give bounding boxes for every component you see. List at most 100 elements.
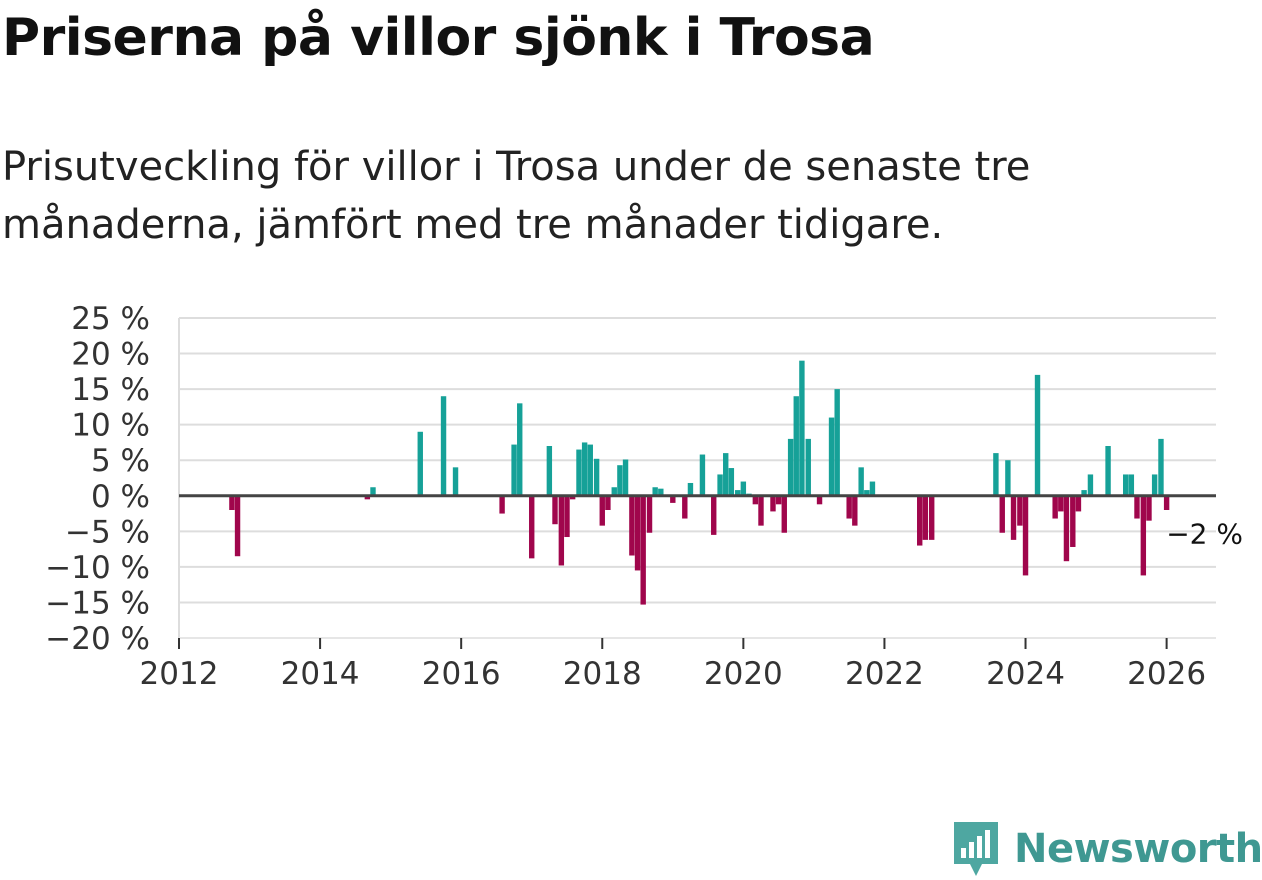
bar — [629, 495, 635, 556]
y-tick-label: −15 % — [45, 585, 150, 621]
bar — [787, 438, 794, 496]
bar — [1151, 474, 1158, 496]
bar — [1105, 446, 1111, 496]
bar-series — [229, 360, 1170, 605]
end-value-label: −2 % — [1166, 517, 1243, 550]
bar — [634, 495, 641, 571]
bar — [793, 396, 799, 496]
x-tick-label: 2020 — [704, 656, 783, 692]
bar — [670, 495, 676, 503]
bar — [652, 487, 658, 496]
bar — [558, 495, 565, 566]
chart-title: Priserna på villor sjönk i Trosa — [2, 8, 875, 68]
bar — [728, 468, 735, 496]
bar — [1058, 495, 1064, 512]
bar — [711, 495, 717, 535]
bar — [917, 495, 923, 546]
chart-subtitle: Prisutveckling för villor i Trosa under … — [2, 144, 1031, 248]
newsworthy-logo-icon — [954, 822, 998, 876]
bar — [993, 453, 999, 496]
axes — [178, 318, 1216, 649]
bar — [758, 495, 764, 526]
bar — [517, 403, 523, 496]
bar — [646, 495, 653, 533]
bar — [1075, 495, 1082, 512]
bar — [417, 431, 423, 496]
bar — [529, 495, 535, 559]
bar — [576, 449, 582, 496]
x-tick-label: 2018 — [563, 656, 642, 692]
gridlines — [179, 317, 1216, 639]
bar — [858, 467, 864, 496]
x-tick-label: 2022 — [845, 656, 924, 692]
brand-logo: Newsworthy — [950, 818, 1262, 880]
bar — [1081, 490, 1087, 496]
bar — [864, 490, 870, 496]
bar — [452, 467, 459, 496]
y-tick-label: 15 % — [71, 372, 150, 408]
bar — [740, 481, 747, 496]
bar — [816, 495, 823, 505]
bar — [552, 495, 558, 525]
bar — [717, 474, 723, 496]
bar — [1087, 474, 1094, 496]
bar — [622, 459, 629, 496]
bar — [805, 438, 811, 496]
y-tick-label: −10 % — [45, 550, 150, 586]
bar — [1017, 495, 1023, 526]
x-tick-label: 2012 — [140, 656, 219, 692]
bar — [775, 495, 782, 505]
y-tick-label: −20 % — [45, 621, 150, 657]
bar — [1070, 495, 1076, 547]
x-tick-label: 2014 — [281, 656, 360, 692]
bar — [799, 360, 805, 496]
bar — [682, 495, 688, 519]
y-tick-label: 0 % — [91, 479, 150, 515]
bar — [922, 495, 929, 540]
bar — [617, 465, 623, 496]
bar — [511, 444, 517, 496]
x-tick-label: 2026 — [1127, 656, 1206, 692]
bar — [499, 495, 505, 514]
bar — [834, 389, 840, 496]
bar — [440, 396, 447, 496]
y-tick-label: −5 % — [65, 514, 150, 550]
bar — [1010, 495, 1017, 540]
bar — [781, 495, 787, 533]
bar — [1158, 438, 1164, 496]
bar — [846, 495, 852, 519]
y-tick-label: 20 % — [71, 337, 150, 373]
bar — [569, 495, 576, 500]
bar — [828, 417, 835, 496]
bar — [735, 490, 741, 496]
bar — [1146, 495, 1152, 521]
bar — [234, 495, 241, 557]
bar — [1140, 495, 1147, 576]
bar — [723, 453, 729, 496]
bar — [564, 495, 570, 538]
x-tick-label: 2016 — [422, 656, 501, 692]
bar — [364, 495, 371, 500]
bar — [587, 444, 593, 496]
bar — [581, 442, 588, 496]
bar — [929, 495, 935, 540]
bar — [640, 495, 646, 605]
y-tick-label: 10 % — [71, 408, 150, 444]
bar — [770, 495, 776, 512]
tick-labels: 25 %20 %15 %10 %5 %0 %−5 %−10 %−15 %−20 … — [45, 301, 1243, 692]
bar — [546, 446, 553, 496]
bar — [1052, 495, 1058, 519]
bar — [1134, 495, 1140, 519]
bar — [593, 458, 600, 496]
bar-chart: 25 %20 %15 %10 %5 %0 %−5 %−10 %−15 %−20 … — [45, 301, 1243, 692]
bar — [658, 488, 664, 496]
bar — [1123, 474, 1129, 496]
bar — [1005, 460, 1011, 496]
bar — [1163, 495, 1170, 510]
bar — [869, 481, 876, 496]
bar — [1034, 374, 1041, 496]
bar — [687, 482, 694, 496]
bar — [605, 495, 611, 510]
bar — [852, 495, 858, 526]
bar — [611, 487, 617, 496]
